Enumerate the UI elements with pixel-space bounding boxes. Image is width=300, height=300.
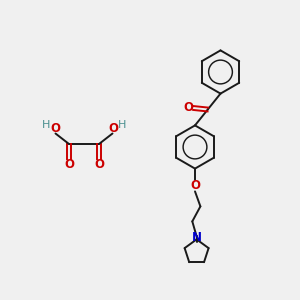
Text: O: O bbox=[50, 122, 60, 135]
Text: O: O bbox=[108, 122, 118, 135]
Text: O: O bbox=[184, 100, 194, 114]
Text: O: O bbox=[94, 158, 104, 171]
Text: O: O bbox=[190, 178, 200, 192]
Text: N: N bbox=[192, 231, 202, 244]
Text: O: O bbox=[64, 158, 74, 171]
Text: H: H bbox=[42, 120, 50, 130]
Text: H: H bbox=[118, 120, 126, 130]
